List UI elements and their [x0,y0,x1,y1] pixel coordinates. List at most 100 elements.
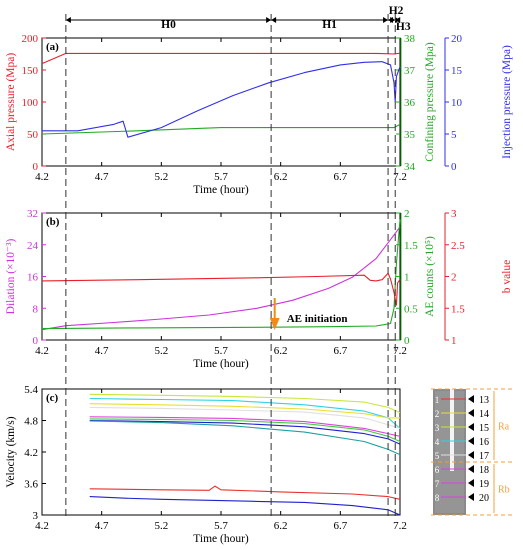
y-left-tick-label: 24 [27,240,39,252]
series-line-axial [41,52,400,65]
y-right2-tick-label: 10 [451,97,463,109]
zone-ra-label: Ra [498,422,510,433]
sensor-right-label: 18 [479,465,489,476]
phase-label: H0 [161,19,176,31]
x-tick-label: 4.2 [35,171,49,183]
series-line-bvalue [41,272,401,306]
sensor-right-marker [468,409,474,417]
phase-arrow-right [383,17,389,23]
y-right1-tick-label: 38 [404,33,416,45]
sensor-left-label: 8 [435,493,440,503]
panel-a: (a) 4.2 4.7 5.2 5.7 6.2 6.7 7.2 Time (hour) 0 50 10… [5,33,513,196]
y-right2-tick-label: 1.5 [451,303,465,315]
sensor-left-label: 2 [435,409,440,419]
y-left-tick-label: 3 [33,510,39,522]
x-tick-label: 6.2 [274,171,288,183]
x-tick-label: 4.7 [95,171,109,183]
sensor-right-marker [468,437,474,445]
y-right1-axis-label: Confining pressure (Mpa) [424,42,436,162]
y-right2-tick-label: 15 [451,65,463,77]
x-tick-label: 4.2 [35,520,49,532]
x-tick-label: 5.2 [154,520,168,532]
phase-arrow-right [266,17,272,23]
y-right2-tick-label: 0 [451,161,457,173]
y-right2-tick-label: 2.5 [451,240,465,252]
phase-label: H1 [322,19,337,31]
y-left-tick-label: 16 [27,272,39,284]
sensor-photo: 1 13 2 14 3 15 4 16 5 17 6 18 7 19 8 20 Ra Rb [431,388,515,516]
x-tick-label: 6.2 [274,520,288,532]
y-left-tick-label: 32 [27,208,38,220]
phase-boundaries [65,14,396,520]
y-left-axis-label: Velocity (km/s) [5,416,17,487]
sensor-right-label: 17 [479,451,489,462]
x-tick-label: 5.7 [214,171,228,183]
sensor-left-label: 6 [435,465,440,475]
x-tick-label: 6.7 [333,345,347,357]
y-right1-tick-label: 35 [404,129,416,141]
y-right1-tick-label: 34 [404,161,416,173]
ae-initiation-label: AE initiation [287,313,348,325]
y-right2-tick-label: 3 [451,208,457,220]
x-tick-label: 5.2 [154,171,168,183]
x-tick-label: 6.7 [333,520,347,532]
y-left-axis-label: Dilation (×10⁻³) [5,238,17,314]
y-left-tick-label: 3.6 [24,479,38,491]
x-tick-label: 4.7 [95,345,109,357]
panel-b: (b) 4.2 4.7 5.2 5.7 6.2 6.7 7.2 Time (hour) 0 8 16 2… [5,208,513,370]
y-right1-tick-label: 37 [404,65,416,77]
phase-label: H2 [389,5,404,17]
y-left-tick-label: 0 [33,161,39,173]
sensor-right-marker [468,493,474,501]
y-right1-tick-label: 1 [404,272,410,284]
y-right2-axis-label: Injection pressure (Mpa) [501,45,513,159]
sensor-right-marker [468,479,474,487]
x-tick-label: 7.2 [393,520,407,532]
sensor-left-label: 3 [435,423,440,433]
series-line-v7 [89,420,401,456]
y-left-tick-label: 100 [22,97,39,109]
plot-frame [41,37,401,167]
sensor-right-label: 15 [479,423,489,434]
phase-arrow-right [395,17,400,23]
series-line-v0 [89,393,401,414]
sample-photo-shade [435,391,464,513]
x-tick-label: 6.7 [333,171,347,183]
y-left-tick-label: 4.2 [24,447,38,459]
panel-label: (c) [46,392,59,404]
sensor-right-marker [468,423,474,431]
x-axis-label: Time (hour) [193,358,249,370]
y-left-axis-label: Axial pressure (Mpa) [5,53,17,152]
series-line-v8 [89,485,401,500]
phase-header: H0 H1 H2 H3 [65,5,411,33]
x-tick-label: 7.2 [393,345,407,357]
x-axis-label: Time (hour) [193,184,249,196]
panel-label: (a) [46,41,59,53]
y-right2-tick-label: 2 [451,272,457,284]
x-tick-label: 4.7 [95,520,109,532]
series-line-injection [42,61,401,138]
y-right2-tick-label: 1 [451,335,457,347]
series-line-confining [41,123,401,135]
sensor-left-label: 7 [435,479,440,489]
x-tick-label: 4.2 [35,345,49,357]
sensor-left-label: 5 [435,451,440,461]
phase-arrow-left [271,17,277,23]
x-tick-label: 7.2 [393,171,407,183]
series-line-v2 [89,403,400,419]
y-right1-tick-label: 1.5 [404,240,418,252]
y-right1-tick-label: 2 [404,208,410,220]
sensor-right-label: 14 [479,409,489,420]
y-right1-axis-label: AE counts (×10⁵) [424,236,436,317]
phase-arrow-left [65,17,71,23]
sensor-right-marker [468,395,474,403]
sensor-left-label: 1 [435,395,440,405]
y-left-tick-label: 4.8 [24,416,38,428]
sensor-left-label: 4 [435,437,440,447]
phase-arrow-right [390,17,396,23]
sensor-right-label: 20 [479,493,489,504]
zone-rb-label: Rb [498,485,510,496]
y-right2-tick-label: 20 [451,33,463,45]
y-left-tick-label: 50 [27,129,39,141]
